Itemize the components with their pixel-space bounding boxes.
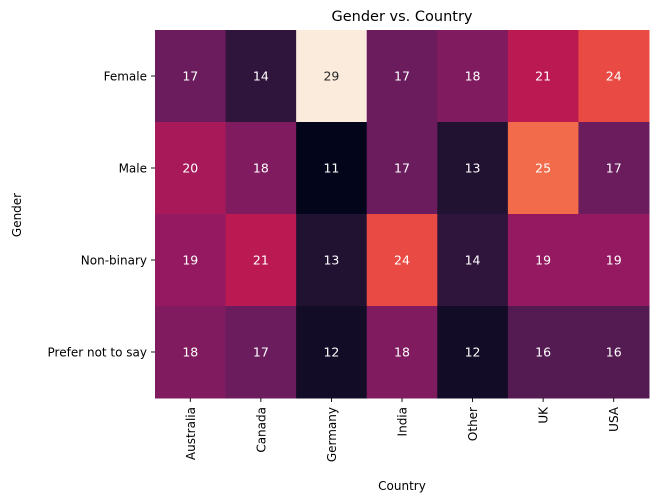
- heatmap-cell-2-0: [155, 214, 227, 307]
- heatmap-cell-label-0-2: 29: [323, 69, 339, 84]
- x-axis-ticks: Australia Canada Germany India Other UK USA: [184, 398, 621, 462]
- x-tick-label-3: India: [396, 407, 410, 436]
- x-tick-label-2: Germany: [325, 407, 339, 462]
- heatmap-cell-label-3-3: 18: [394, 345, 410, 360]
- heatmap-cell-label-0-1: 14: [253, 69, 269, 84]
- heatmap-cell-label-1-0: 20: [182, 161, 198, 176]
- heatmap-cell-1-2: [296, 122, 368, 215]
- heatmap-cell-0-3: [366, 30, 438, 123]
- heatmap-cell-0-1: [225, 30, 297, 123]
- y-tick-label-3: Prefer not to say: [48, 346, 147, 360]
- heatmap-cells: 17 14 29 17 18 21 24 20 18 11 17 13 25 17 19 21 13 24 14 19…: [155, 30, 650, 399]
- y-axis-ticks: Female Male Non-binary Prefer not to say: [48, 70, 155, 360]
- heatmap-cell-label-0-0: 17: [182, 69, 198, 84]
- heatmap-cell-label-0-6: 24: [606, 69, 622, 84]
- heatmap-cell-label-3-0: 18: [182, 345, 198, 360]
- heatmap-cell-3-0: [155, 306, 227, 399]
- heatmap-cell-label-0-5: 21: [535, 69, 551, 84]
- heatmap-cell-3-1: [225, 306, 297, 399]
- heatmap-cell-1-4: [437, 122, 509, 215]
- heatmap-cell-3-2: [296, 306, 368, 399]
- heatmap-cell-label-1-5: 25: [535, 161, 551, 176]
- heatmap-cell-0-0: [155, 30, 227, 123]
- heatmap-cell-2-5: [507, 214, 579, 307]
- chart-title: Gender vs. Country: [332, 9, 473, 25]
- heatmap-cell-2-4: [437, 214, 509, 307]
- heatmap-cell-2-3: [366, 214, 438, 307]
- x-tick-label-5: UK: [537, 406, 551, 424]
- heatmap-cell-label-1-4: 13: [465, 161, 481, 176]
- heatmap-cell-label-2-0: 19: [182, 253, 198, 268]
- x-tick-label-1: Canada: [254, 407, 268, 453]
- heatmap-cell-2-6: [578, 214, 650, 307]
- heatmap-cell-label-2-2: 13: [323, 253, 339, 268]
- heatmap-cell-label-3-2: 12: [323, 345, 339, 360]
- heatmap-cell-label-2-5: 19: [535, 253, 551, 268]
- heatmap-cell-label-1-1: 18: [253, 161, 269, 176]
- heatmap-cell-label-2-4: 14: [465, 253, 481, 268]
- heatmap-cell-label-2-1: 21: [253, 253, 269, 268]
- x-tick-label-6: USA: [607, 406, 621, 432]
- y-tick-label-1: Male: [119, 162, 147, 176]
- heatmap-cell-label-3-1: 17: [253, 345, 269, 360]
- heatmap-cell-3-3: [366, 306, 438, 399]
- heatmap-cell-0-4: [437, 30, 509, 123]
- heatmap-cell-1-0: [155, 122, 227, 215]
- y-tick-label-0: Female: [104, 70, 147, 84]
- heatmap-cell-2-2: [296, 214, 368, 307]
- heatmap-cell-0-5: [507, 30, 579, 123]
- x-axis-label: Country: [378, 479, 426, 493]
- heatmap-cell-1-6: [578, 122, 650, 215]
- heatmap-cell-label-0-4: 18: [465, 69, 481, 84]
- y-tick-label-2: Non-binary: [81, 254, 147, 268]
- heatmap-cell-2-1: [225, 214, 297, 307]
- y-axis-label: Gender: [10, 193, 24, 237]
- heatmap-cell-3-5: [507, 306, 579, 399]
- heatmap-cell-label-2-3: 24: [394, 253, 410, 268]
- heatmap-cell-label-2-6: 19: [606, 253, 622, 268]
- heatmap-cell-label-1-2: 11: [323, 161, 339, 176]
- heatmap-cell-label-1-6: 17: [606, 161, 622, 176]
- heatmap-cell-1-1: [225, 122, 297, 215]
- heatmap-cell-label-3-6: 16: [606, 345, 622, 360]
- heatmap-cell-3-6: [578, 306, 650, 399]
- heatmap-cell-label-1-3: 17: [394, 161, 410, 176]
- x-tick-label-0: Australia: [184, 407, 198, 460]
- x-tick-label-4: Other: [466, 407, 480, 441]
- heatmap-cell-3-4: [437, 306, 509, 399]
- heatmap-cell-1-3: [366, 122, 438, 215]
- heatmap-cell-label-3-4: 12: [465, 345, 481, 360]
- heatmap-cell-label-0-3: 17: [394, 69, 410, 84]
- heatmap-cell-0-6: [578, 30, 650, 123]
- heatmap-cell-label-3-5: 16: [535, 345, 551, 360]
- heatmap-cell-0-2: [296, 30, 368, 123]
- heatmap-cell-1-5: [507, 122, 579, 215]
